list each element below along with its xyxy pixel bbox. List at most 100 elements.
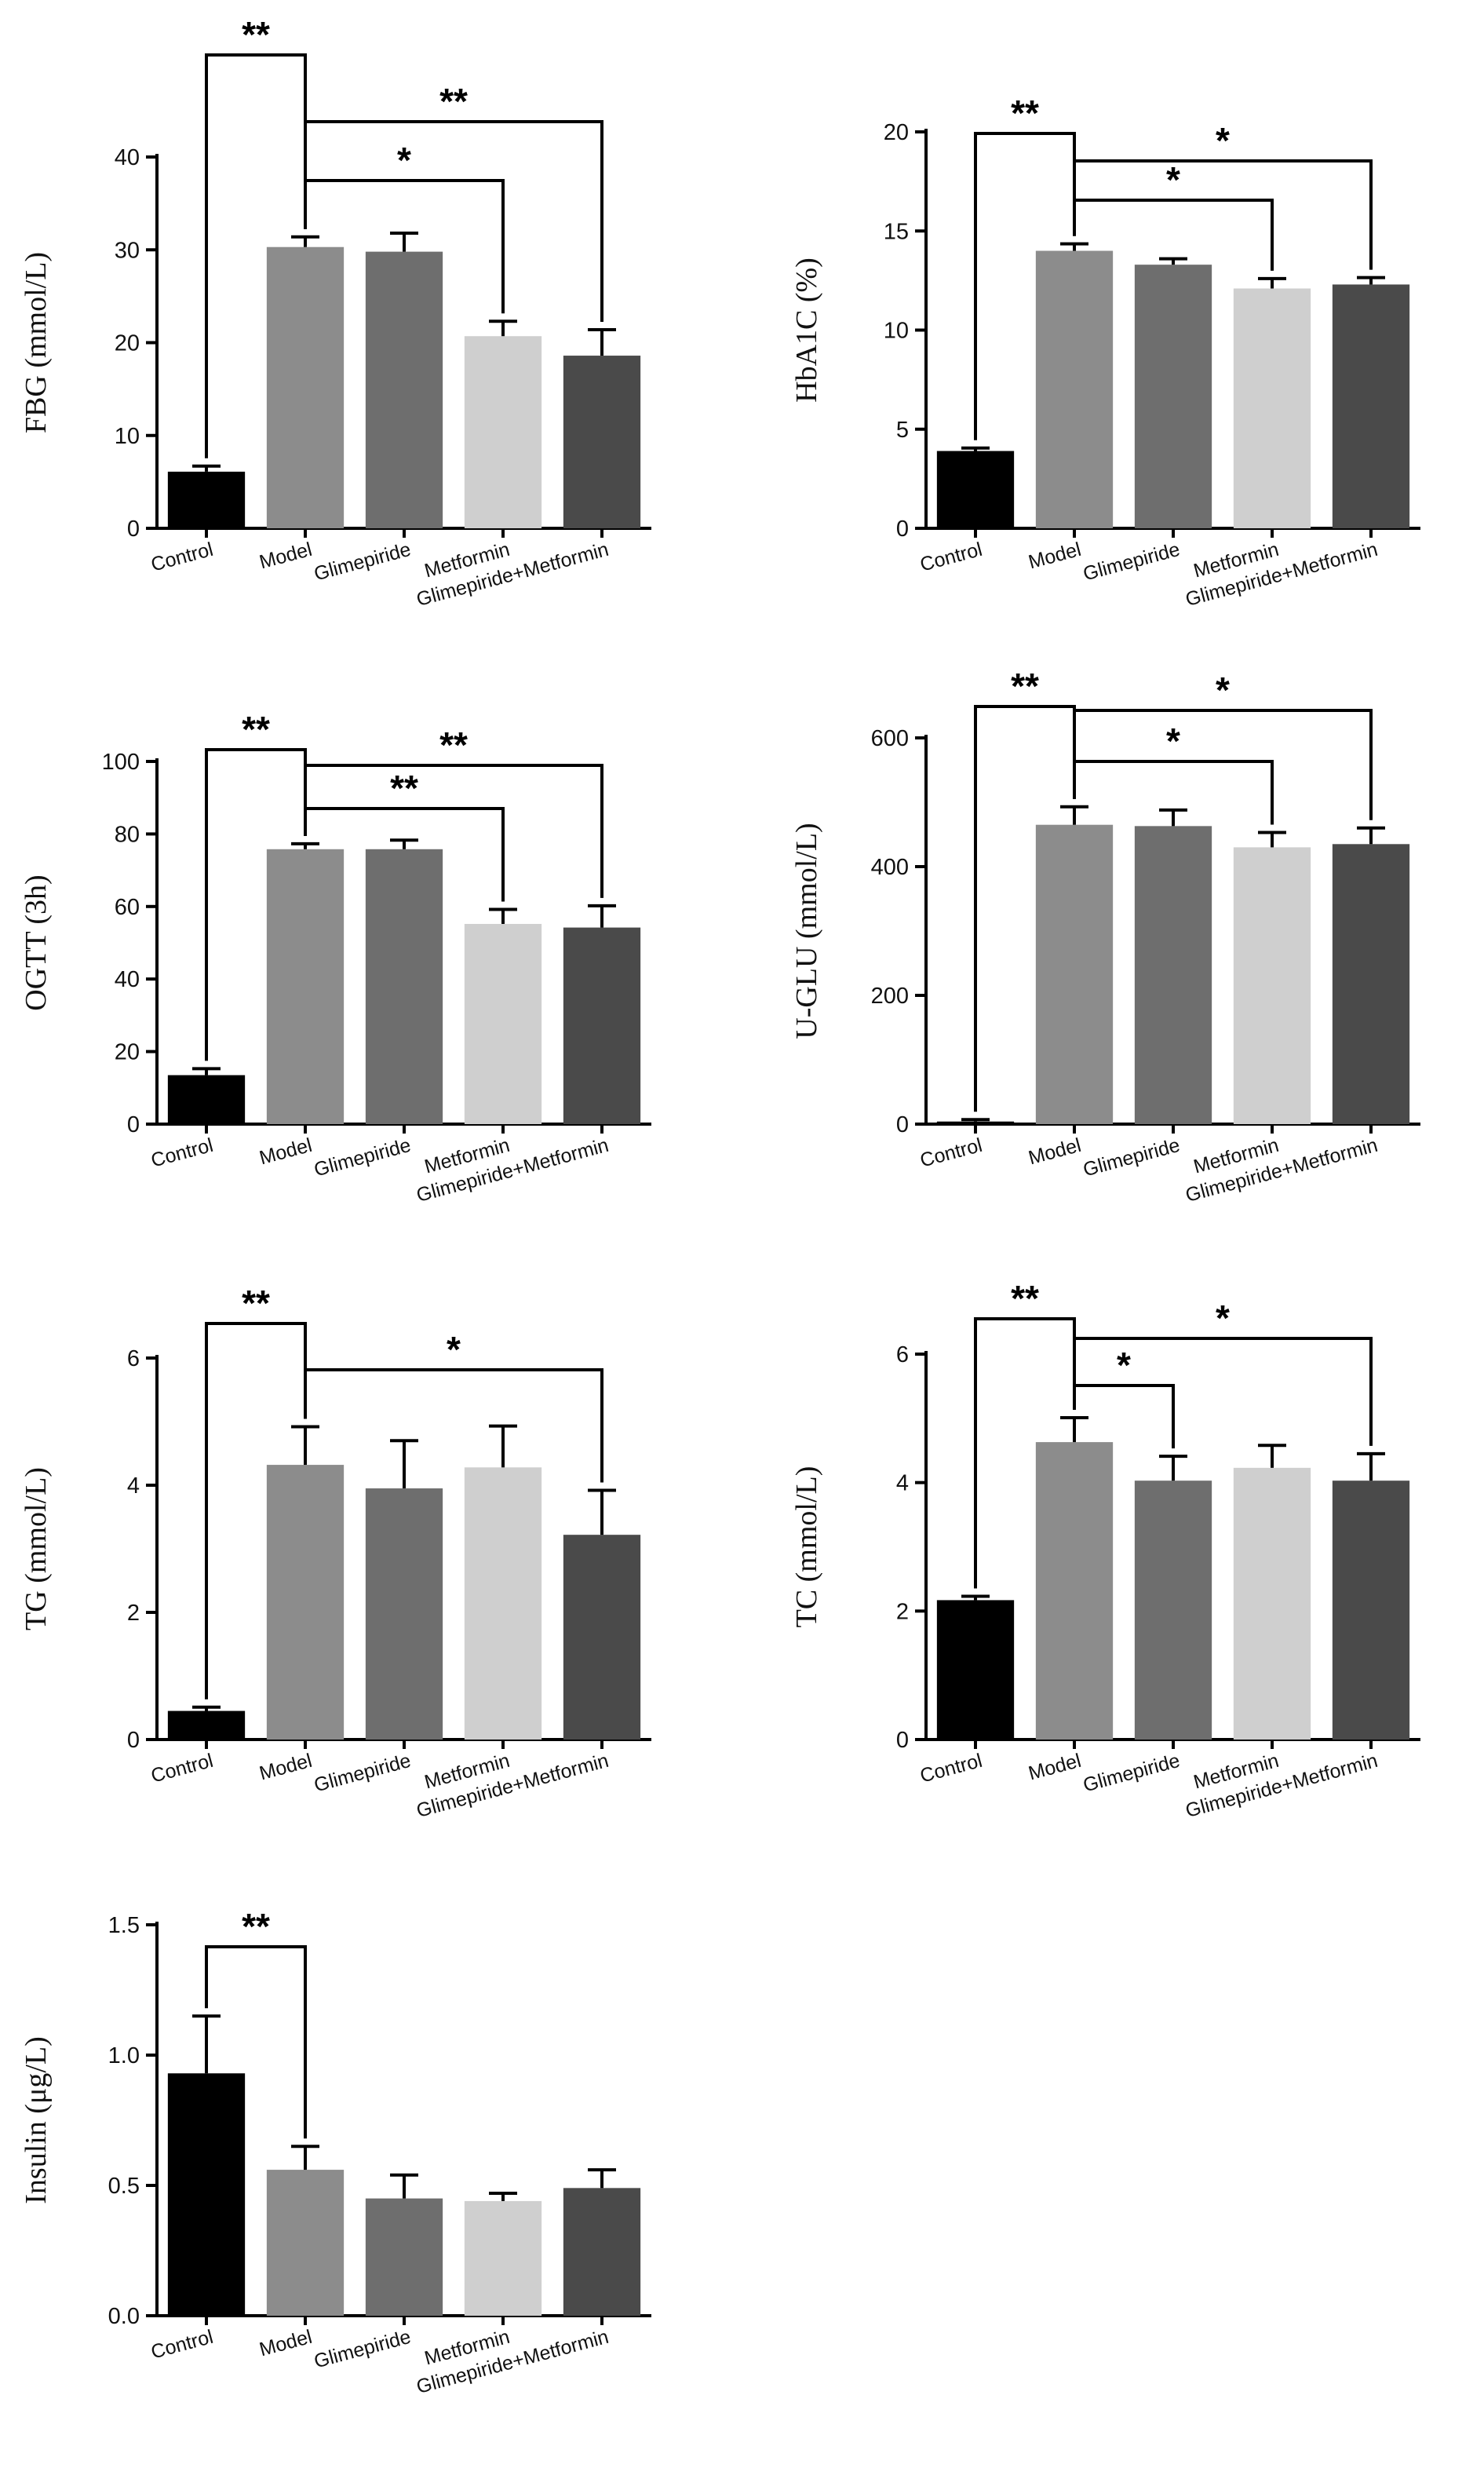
significance-label: * <box>447 1329 461 1370</box>
bar-glimepiride-metformin <box>563 356 641 528</box>
significance-label: * <box>1166 721 1180 761</box>
bar-metformin <box>1233 1467 1311 1740</box>
x-tick-label: Control <box>148 539 215 576</box>
bar-metformin <box>464 923 542 1124</box>
y-tick-label: 0 <box>127 1112 140 1137</box>
bar-model <box>266 2170 345 2316</box>
x-tick-label: Model <box>257 2326 315 2361</box>
x-tick-label: Glimepiride <box>312 1134 413 1181</box>
y-axis-title: OGTT (3h) <box>20 874 53 1010</box>
x-tick-label: Glimepiride <box>1081 539 1182 586</box>
significance-label: ** <box>1011 93 1039 133</box>
bar-model <box>266 1465 345 1740</box>
x-tick-label: Model <box>1026 539 1084 574</box>
y-tick-label: 2 <box>896 1599 909 1624</box>
y-tick-label: 0.0 <box>108 2304 140 2329</box>
bar-glimepiride <box>365 849 443 1124</box>
y-axis-title: FBG (mmol/L) <box>20 252 53 433</box>
y-axis-title: HbA1C (%) <box>790 257 823 403</box>
x-tick-label: Glimepiride <box>1081 1750 1182 1797</box>
x-tick-label: Glimepiride <box>312 2326 413 2373</box>
significance-bracket <box>304 120 603 322</box>
significance-bracket <box>1073 1384 1175 1449</box>
x-tick-label: Glimepiride <box>312 539 413 586</box>
x-tick-label: Model <box>1026 1750 1084 1785</box>
x-tick-label: Control <box>917 539 984 576</box>
x-tick-label: Model <box>257 539 315 574</box>
y-tick-label: 1.0 <box>108 2043 140 2068</box>
significance-label: ** <box>1011 1278 1039 1319</box>
chart-panel-3: 0 20 40 60 80 100 OGTT (3h) Control ModelGlimepi… <box>20 709 651 1207</box>
y-tick-label: 400 <box>871 855 909 880</box>
bar-control <box>167 2073 246 2316</box>
significance-label: * <box>1216 120 1230 161</box>
y-tick-label: 0 <box>127 1728 140 1753</box>
y-tick-label: 1.5 <box>108 1913 140 1938</box>
x-tick-label: Model <box>1026 1134 1084 1170</box>
bar-model <box>1035 824 1114 1124</box>
significance-label: * <box>1216 670 1230 710</box>
bar-glimepiride <box>1134 1480 1212 1740</box>
significance-label: * <box>1216 1298 1230 1338</box>
chart-panel-1: 0 10 20 30 40 FBG (mmol/L) Control ModelGlimepi… <box>20 14 651 611</box>
significance-bracket <box>1073 199 1274 271</box>
significance-label: ** <box>242 1906 270 1947</box>
bar-control <box>167 1710 246 1740</box>
y-tick-label: 100 <box>102 750 140 775</box>
y-tick-label: 0 <box>896 1728 909 1753</box>
x-tick-label: Control <box>148 1134 215 1172</box>
significance-bracket <box>304 179 505 314</box>
y-tick-label: 0 <box>896 517 909 542</box>
bar-model <box>266 246 345 528</box>
bar-model <box>1035 1442 1114 1740</box>
chart-panel-4: 0 200 400 600 U-GLU (mmol/L) Control ModelGlim… <box>790 666 1420 1207</box>
bar-control <box>936 1600 1015 1740</box>
y-tick-label: 5 <box>896 418 909 443</box>
y-tick-label: 600 <box>871 726 909 751</box>
significance-label: * <box>397 140 411 181</box>
bar-glimepiride-metformin <box>563 927 641 1124</box>
significance-label: * <box>1117 1345 1131 1386</box>
y-tick-label: 10 <box>884 319 909 344</box>
y-tick-label: 15 <box>884 219 909 244</box>
significance-bracket <box>205 1945 307 2139</box>
x-tick-label: Glimepiride <box>1081 1134 1182 1181</box>
y-tick-label: 20 <box>884 120 909 145</box>
y-tick-label: 0 <box>896 1112 909 1137</box>
y-axis-title: TC (mmol/L) <box>790 1466 823 1628</box>
y-tick-label: 0.5 <box>108 2174 140 2199</box>
significance-bracket <box>1073 760 1274 825</box>
y-tick-label: 80 <box>115 822 140 847</box>
significance-bracket <box>1073 709 1373 820</box>
y-tick-label: 30 <box>115 238 140 263</box>
bar-glimepiride-metformin <box>1332 1480 1410 1740</box>
y-axis-title: Insulin (μg/L) <box>20 2036 53 2204</box>
bar-control <box>936 1121 1015 1124</box>
y-tick-label: 20 <box>115 331 140 356</box>
bar-metformin <box>464 2200 542 2316</box>
bar-glimepiride-metformin <box>563 2188 641 2316</box>
y-tick-label: 60 <box>115 895 140 920</box>
bar-metformin <box>464 336 542 528</box>
significance-bracket <box>304 1368 603 1483</box>
significance-label: * <box>1166 159 1180 200</box>
bar-glimepiride-metformin <box>1332 844 1410 1124</box>
significance-label: ** <box>439 725 468 765</box>
y-tick-label: 20 <box>115 1040 140 1065</box>
y-tick-label: 2 <box>127 1601 140 1626</box>
y-tick-label: 40 <box>115 967 140 992</box>
bar-glimepiride <box>1134 826 1212 1124</box>
significance-bracket <box>304 764 603 898</box>
bar-glimepiride-metformin <box>563 1535 641 1740</box>
y-axis-title: U-GLU (mmol/L) <box>790 823 823 1039</box>
bar-metformin <box>1233 288 1311 528</box>
x-tick-label: Control <box>148 2326 215 2364</box>
bar-control <box>167 471 246 528</box>
bar-glimepiride <box>1134 265 1212 528</box>
y-tick-label: 6 <box>127 1346 140 1371</box>
y-tick-label: 10 <box>115 424 140 449</box>
significance-label: ** <box>1011 666 1039 706</box>
bar-control <box>167 1075 246 1124</box>
